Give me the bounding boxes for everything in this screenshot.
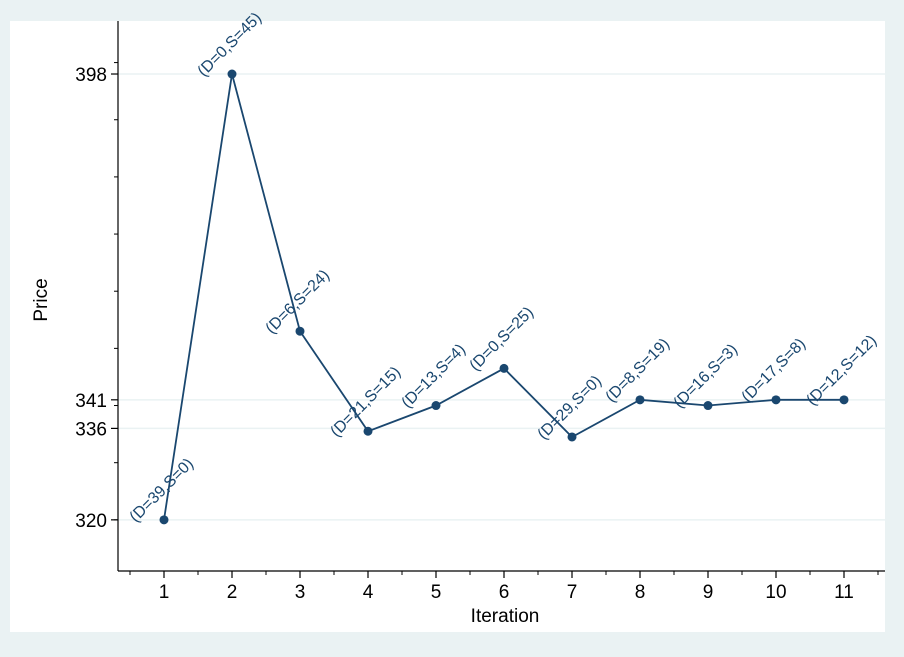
data-point bbox=[431, 401, 441, 411]
data-point bbox=[635, 395, 645, 405]
x-tick-label: 6 bbox=[499, 582, 510, 603]
data-point bbox=[159, 515, 169, 525]
data-point bbox=[839, 395, 849, 405]
x-tick-label: 8 bbox=[635, 582, 646, 603]
data-point bbox=[771, 395, 781, 405]
x-axis-label: Iteration bbox=[471, 606, 540, 627]
x-tick-label: 3 bbox=[295, 582, 306, 603]
y-tick-label: 341 bbox=[75, 391, 107, 412]
data-point bbox=[499, 363, 509, 373]
data-point bbox=[295, 326, 305, 336]
series-price bbox=[159, 69, 849, 525]
axes: 320 336 341 398 1 2 3 4 5 6 7 8 9 10 11 bbox=[75, 21, 885, 603]
x-tick-label: 4 bbox=[363, 582, 374, 603]
x-tick-label: 7 bbox=[567, 582, 578, 603]
x-tick-label: 5 bbox=[431, 582, 442, 603]
y-tick-label: 320 bbox=[75, 511, 107, 532]
data-point bbox=[567, 432, 577, 442]
y-axis-label: Price bbox=[31, 278, 52, 321]
y-tick-label: 398 bbox=[75, 65, 107, 86]
x-tick-label: 1 bbox=[159, 582, 170, 603]
x-tick-label: 2 bbox=[227, 582, 238, 603]
x-tick-label: 9 bbox=[703, 582, 714, 603]
data-point bbox=[703, 401, 713, 411]
grid-lines bbox=[118, 73, 885, 521]
plot-area bbox=[10, 21, 885, 632]
x-tick-label: 11 bbox=[834, 582, 854, 603]
data-point bbox=[227, 69, 237, 79]
data-point bbox=[363, 426, 373, 436]
x-tick-label: 10 bbox=[765, 582, 786, 603]
y-tick-label: 336 bbox=[75, 419, 107, 440]
